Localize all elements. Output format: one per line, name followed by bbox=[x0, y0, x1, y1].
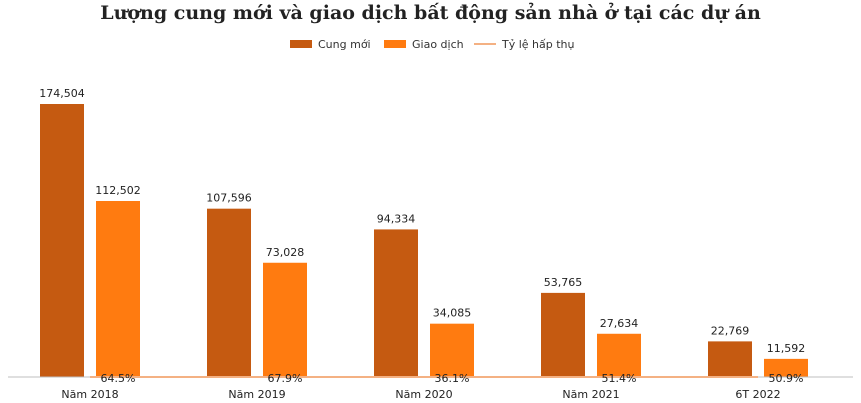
bar-cung-moi-3 bbox=[541, 292, 585, 377]
bar-cung-moi-2 bbox=[374, 229, 418, 377]
legend-item-ty-le-hap-thu: Tỷ lệ hấp thụ bbox=[474, 36, 575, 52]
data-label-cung-moi-1: 107,596 bbox=[206, 192, 252, 205]
x-tick-label-2: Năm 2020 bbox=[395, 388, 452, 401]
bar-giao-dich-2 bbox=[430, 323, 474, 377]
bar-cung-moi-0 bbox=[40, 104, 84, 377]
data-label-cung-moi-3: 53,765 bbox=[544, 276, 583, 289]
legend-label-giao-dich: Giao dịch bbox=[412, 37, 464, 51]
data-label-ty-le-hap-thu-4: 50.9% bbox=[769, 372, 804, 385]
chart-title: Lượng cung mới và giao dịch bất động sản… bbox=[100, 2, 761, 24]
data-label-giao-dich-0: 112,502 bbox=[95, 184, 141, 197]
legend: Cung mới Giao dịch Tỷ lệ hấp thụ bbox=[0, 36, 861, 52]
x-tick-label-0: Năm 2018 bbox=[61, 388, 118, 401]
data-label-ty-le-hap-thu-1: 67.9% bbox=[268, 372, 303, 385]
data-label-cung-moi-0: 174,504 bbox=[39, 87, 85, 100]
data-label-giao-dich-3: 27,634 bbox=[600, 317, 639, 330]
legend-swatch-cung-moi bbox=[290, 40, 312, 48]
legend-item-cung-moi: Cung mới bbox=[290, 36, 371, 52]
data-label-ty-le-hap-thu-0: 64.5% bbox=[101, 372, 136, 385]
legend-label-cung-moi: Cung mới bbox=[318, 37, 371, 51]
data-label-giao-dich-2: 34,085 bbox=[433, 307, 472, 320]
x-tick-label-1: Năm 2019 bbox=[228, 388, 285, 401]
bar-giao-dich-4 bbox=[764, 358, 808, 377]
legend-swatch-ty-le-hap-thu bbox=[474, 43, 496, 45]
bar-giao-dich-1 bbox=[263, 262, 307, 377]
data-label-ty-le-hap-thu-3: 51.4% bbox=[602, 372, 637, 385]
data-label-cung-moi-4: 22,769 bbox=[711, 324, 750, 337]
bar-giao-dich-0 bbox=[96, 200, 140, 377]
bar-cung-moi-1 bbox=[207, 208, 251, 377]
bar-giao-dich-3 bbox=[597, 333, 641, 377]
data-label-giao-dich-4: 11,592 bbox=[767, 342, 806, 355]
x-tick-label-3: Năm 2021 bbox=[562, 388, 619, 401]
legend-item-giao-dich: Giao dịch bbox=[384, 36, 464, 52]
data-label-giao-dich-1: 73,028 bbox=[266, 246, 305, 259]
x-tick-label-4: 6T 2022 bbox=[735, 388, 780, 401]
legend-label-ty-le-hap-thu: Tỷ lệ hấp thụ bbox=[502, 37, 575, 51]
data-label-ty-le-hap-thu-2: 36.1% bbox=[435, 372, 470, 385]
bar-cung-moi-4 bbox=[708, 341, 752, 377]
legend-swatch-giao-dich bbox=[384, 40, 406, 48]
data-label-cung-moi-2: 94,334 bbox=[377, 212, 416, 225]
